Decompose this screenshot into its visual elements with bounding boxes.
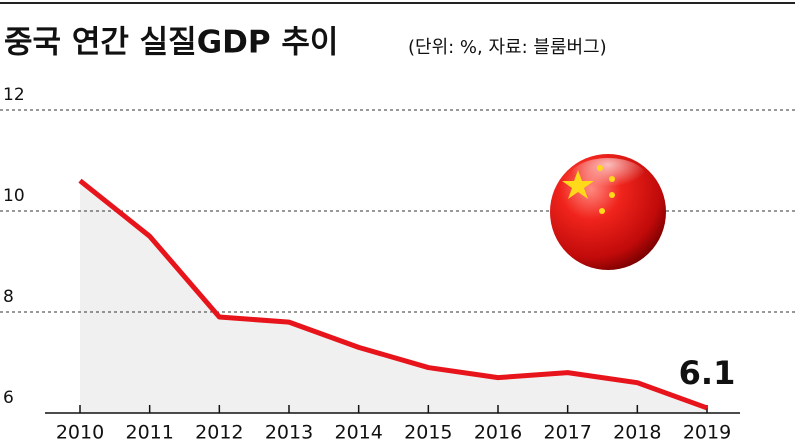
area — [80, 180, 707, 413]
china-flag — [550, 154, 666, 270]
x-tick-label: 2016 — [474, 422, 522, 444]
x-tick-label: 2017 — [543, 422, 591, 444]
y-tick-label: 6 — [3, 388, 14, 408]
chart-subtitle: (단위: %, 자료: 블룸버그) — [408, 37, 607, 58]
x-tick-label: 2012 — [195, 422, 243, 444]
x-tick-label: 2019 — [683, 422, 731, 444]
y-tick-label: 8 — [3, 287, 14, 307]
x-tick-label: 2013 — [265, 422, 313, 444]
x-tick-label: 2014 — [334, 422, 382, 444]
x-tick-label: 2011 — [125, 422, 173, 444]
data-label: 6.1 — [679, 354, 736, 392]
y-tick-label: 10 — [3, 186, 25, 206]
x-tick-label: 2015 — [404, 422, 452, 444]
line — [78, 178, 708, 411]
y-tick-label: 12 — [3, 85, 25, 105]
plot-area: 6 8 10 12 2010 2011 2012 2013 2014 2015 2016 2017 20… — [0, 85, 795, 444]
x-tick-label: 2010 — [56, 422, 104, 444]
x-tick-label: 2018 — [613, 422, 661, 444]
chart-title: 중국 연간 실질GDP 추이 — [4, 25, 338, 61]
